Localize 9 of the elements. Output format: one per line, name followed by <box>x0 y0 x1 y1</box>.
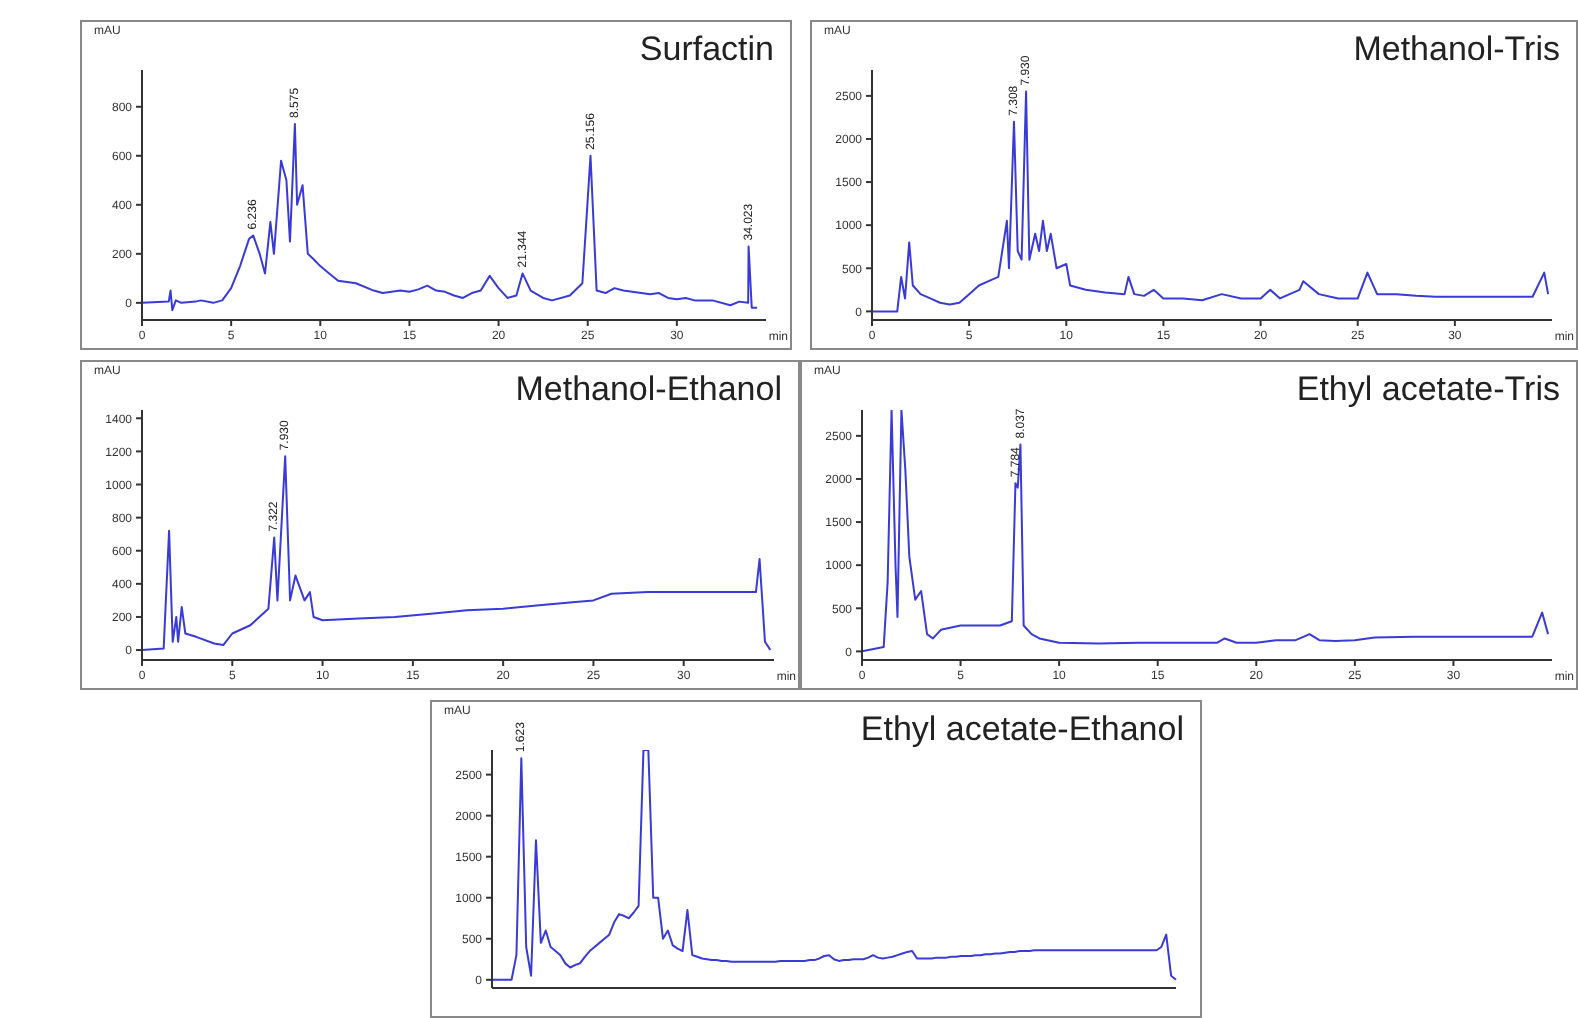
line-series <box>872 90 1550 313</box>
chart-title: Methanol-Tris <box>1353 30 1560 70</box>
chart-title: Ethyl acetate-Ethanol <box>860 710 1184 750</box>
chart-title: Methanol-Ethanol <box>515 370 782 410</box>
line-series <box>491 750 1177 981</box>
line-series <box>142 455 772 652</box>
chart-title: Surfactin <box>639 30 774 70</box>
line-series <box>862 410 1550 653</box>
chart-title: Ethyl acetate-Tris <box>1296 370 1560 410</box>
